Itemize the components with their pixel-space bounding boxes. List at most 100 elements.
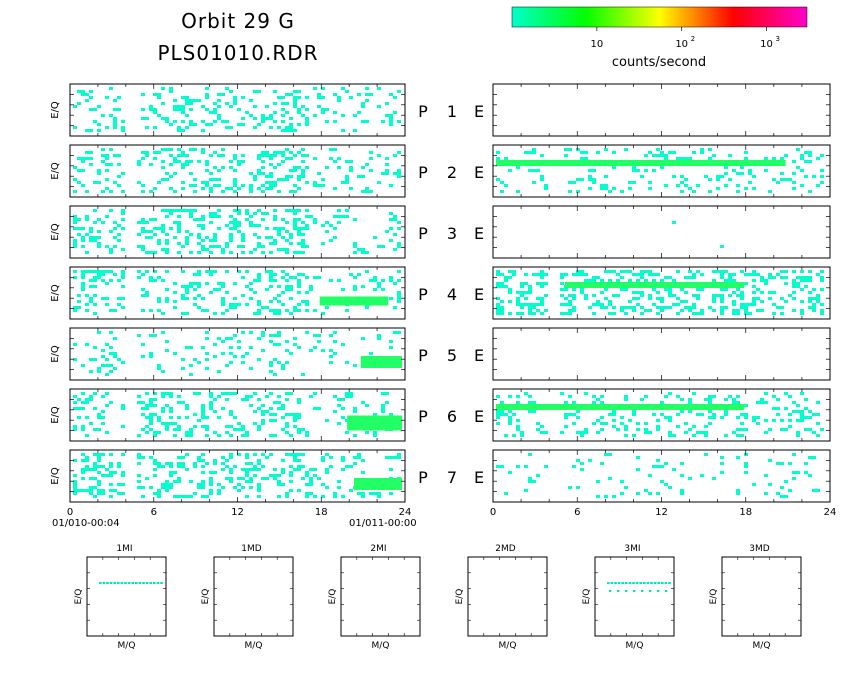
heatmap-cell (285, 492, 289, 495)
heatmap-cell (233, 392, 237, 395)
heatmap-cell (297, 96, 301, 99)
heatmap-cell (500, 190, 504, 193)
heatmap-cell (89, 239, 93, 242)
heatmap-cell (285, 392, 289, 395)
heatmap-cell (277, 480, 281, 483)
heatmap-cell (213, 215, 217, 218)
heatmap-cell (736, 428, 740, 431)
heatmap-cell (648, 270, 652, 273)
heatmap-cell (77, 306, 81, 309)
heatmap-cell (516, 297, 520, 300)
heatmap-cell (221, 462, 225, 465)
mq-data-dot (109, 582, 113, 584)
mq-data-dot (625, 590, 628, 592)
heatmap-cell (740, 306, 744, 309)
heatmap-cell (333, 331, 337, 334)
heatmap-cell (584, 428, 588, 431)
heatmap-cell (580, 288, 584, 291)
heatmap-cell (696, 288, 700, 291)
heatmap-cell (145, 392, 149, 395)
heatmap-cell (73, 242, 77, 245)
heatmap-cell (181, 245, 185, 248)
heatmap-cell (508, 276, 512, 279)
heatmap-cell (672, 279, 676, 282)
heatmap-cell (540, 273, 544, 276)
heatmap-cell (604, 422, 608, 425)
heatmap-cell (105, 373, 109, 376)
heatmap-cell (700, 474, 704, 477)
heatmap-cell (305, 181, 309, 184)
heatmap-cell (297, 111, 301, 114)
heatmap-cell (333, 215, 337, 218)
heatmap-cell (329, 279, 333, 282)
heatmap-cell (113, 245, 117, 248)
heatmap-cell (632, 291, 636, 294)
heatmap-cell (804, 151, 808, 154)
heatmap-cell (213, 398, 217, 401)
heatmap-cell (81, 270, 85, 273)
axis-ticks (492, 389, 831, 441)
heatmap-cell (141, 221, 145, 224)
heatmap-cell (257, 483, 261, 486)
heatmap-cell (201, 239, 205, 242)
heatmap-cell (516, 395, 520, 398)
heatmap-cell (265, 477, 269, 480)
heatmap-cell (644, 279, 648, 282)
heatmap-cell (121, 218, 125, 221)
heatmap-cell (353, 218, 357, 221)
heatmap-cell (644, 169, 648, 172)
heatmap-cell (229, 456, 233, 459)
heatmap-cell (241, 361, 245, 364)
heatmap-cell (205, 93, 209, 96)
heatmap-cell (113, 227, 117, 230)
heatmap-cell (341, 456, 345, 459)
heatmap-cell (568, 413, 572, 416)
heatmap-cell (89, 108, 93, 111)
heatmap-cell (600, 187, 604, 190)
heatmap-cell (780, 178, 784, 181)
heatmap-cell (285, 178, 289, 181)
mq-data-dot (625, 582, 628, 584)
heatmap-cell (524, 392, 528, 395)
heatmap-cell (772, 157, 776, 160)
heatmap-cell (249, 224, 253, 227)
heatmap-cell (269, 270, 273, 273)
heatmap-cell (740, 434, 744, 437)
heatmap-cell (560, 282, 564, 285)
heatmap-cell (145, 404, 149, 407)
heatmap-cell (153, 279, 157, 282)
heatmap-cell (269, 163, 273, 166)
heatmap-cell (365, 404, 369, 407)
heatmap-cell (708, 148, 712, 151)
heatmap-cell (277, 285, 281, 288)
heatmap-cell (780, 486, 784, 489)
heatmap-cell (496, 413, 500, 416)
heatmap-cell (117, 175, 121, 178)
heatmap-cell (580, 270, 584, 273)
heatmap-cell (173, 190, 177, 193)
heatmap-cell (101, 221, 105, 224)
heatmap-cell (277, 178, 281, 181)
heatmap-cell (496, 282, 500, 285)
heatmap-cell (796, 431, 800, 434)
heatmap-cell (349, 392, 353, 395)
heatmap-cell (349, 465, 353, 468)
mq-data-dot (113, 582, 116, 584)
heatmap-cell (808, 474, 812, 477)
heatmap-cell (592, 294, 596, 297)
heatmap-cell (85, 309, 89, 312)
heatmap-cell (776, 398, 780, 401)
heatmap-cell (269, 413, 273, 416)
heatmap-cell (121, 425, 125, 428)
heatmap-cell (265, 175, 269, 178)
mq-x-label: M/Q (118, 641, 136, 651)
heatmap-cell (676, 312, 680, 315)
heatmap-cell (281, 236, 285, 239)
heatmap-cell (221, 297, 225, 300)
heatmap-cell (656, 273, 660, 276)
heatmap-cell (333, 340, 337, 343)
heatmap-cell (349, 166, 353, 169)
heatmap-cell (720, 175, 724, 178)
heatmap-cell (293, 306, 297, 309)
heatmap-cell (205, 87, 209, 90)
